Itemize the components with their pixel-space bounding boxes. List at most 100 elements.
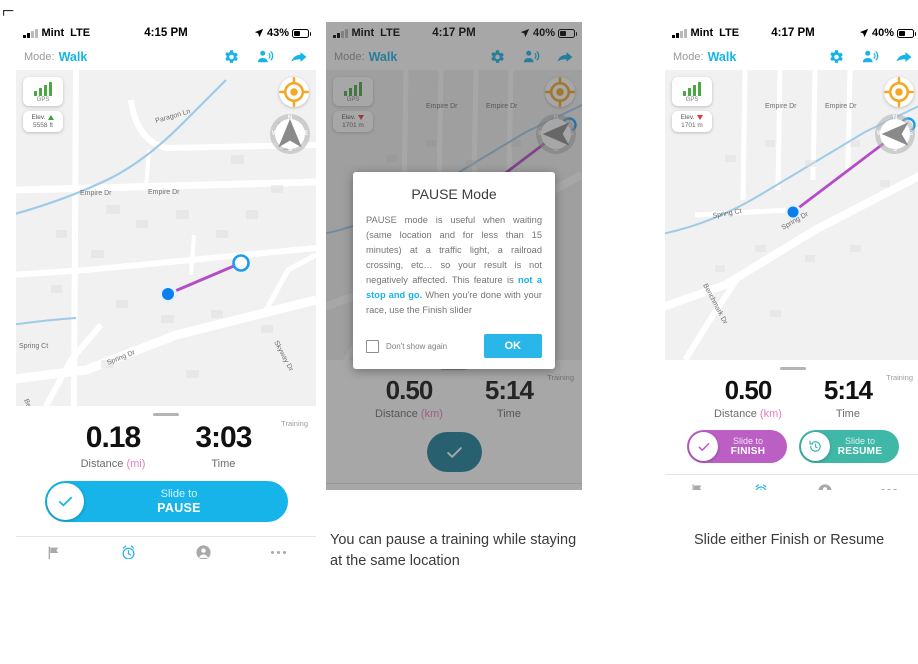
mode-value[interactable]: Walk [58, 50, 88, 64]
gear-icon[interactable] [488, 48, 506, 66]
finish-slider-knob[interactable] [689, 432, 718, 461]
voice-announce-icon[interactable] [256, 48, 274, 66]
mode-label: Mode: [673, 51, 704, 63]
elevation-widget: Elev. 1701 m [672, 111, 712, 132]
gear-icon[interactable] [827, 48, 845, 66]
mode-value[interactable]: Walk [368, 50, 398, 64]
mode-header: Mode: Walk [326, 44, 582, 70]
battery-icon [558, 28, 577, 38]
locate-me-button[interactable] [279, 77, 309, 107]
network-type: LTE [70, 27, 91, 39]
caption-phone-2: You can pause a training while staying a… [330, 532, 577, 570]
resume-slider-knob[interactable] [801, 432, 830, 461]
crosshair-icon [545, 77, 575, 107]
compass-east-label: E [908, 131, 913, 137]
share-icon[interactable] [290, 48, 308, 66]
compass-north-label: N [553, 115, 559, 121]
slider-knob[interactable] [46, 483, 84, 520]
tab-bar: Races Training Me More [16, 536, 316, 559]
tab-more[interactable]: More [241, 543, 316, 559]
status-time: 4:17 PM [432, 27, 476, 39]
dont-show-again-checkbox[interactable] [366, 339, 379, 353]
time-label: Time [835, 408, 860, 420]
dialog-title: PAUSE Mode [411, 186, 497, 202]
dialog-ok-button[interactable]: OK [483, 334, 542, 359]
gps-label: GPS [36, 97, 50, 103]
compass-south-label: S [287, 147, 293, 153]
map-view[interactable]: Empire Dr Empire Dr Spring Ct Spring Dr … [665, 70, 918, 360]
tab-bar: Races Training Me More [665, 474, 918, 490]
compass-control[interactable]: N E S W [875, 114, 915, 154]
distance-label-text: Distance [714, 408, 757, 420]
compass-north-label: N [892, 115, 898, 121]
distance-unit: (km) [759, 408, 782, 420]
gps-widget: GPS [672, 77, 712, 106]
status-time: 4:15 PM [144, 27, 188, 39]
distance-value: 0.50 [385, 375, 434, 405]
gps-signal-icon [674, 80, 710, 96]
street-label: Empire Dr [765, 103, 797, 110]
map-widgets: GPS Elev. 1701 m [333, 77, 373, 137]
flag-icon [48, 545, 58, 559]
locate-me-button[interactable] [545, 77, 575, 107]
elevation-value: 1701 m [342, 122, 364, 129]
tab-races[interactable]: Races [16, 543, 91, 559]
carrier-name: Mint [41, 27, 65, 39]
battery-percent: 43% [266, 27, 289, 39]
elevation-down-arrow-icon [358, 115, 365, 120]
carrier-name: Mint [690, 27, 714, 39]
phone-screen-1: Mint LTE 4:15 PM 43% Mode: Walk [16, 22, 316, 559]
training-tag: Training [547, 373, 574, 382]
slide-to-resume-slider[interactable]: Slide to RESUME [799, 430, 899, 463]
elevation-widget: Elev. 1701 m [333, 111, 373, 132]
compass-control[interactable]: N E S W [270, 114, 310, 154]
battery-percent: 40% [871, 27, 894, 39]
tab-more[interactable]: More [857, 481, 918, 490]
street-label: Spring Ct [19, 343, 48, 350]
map-view[interactable]: Paragon Ln Empire Dr Empire Dr Spring Dr… [16, 70, 316, 406]
caption-phone-3: Slide either Finish or Resume [694, 532, 885, 548]
slide-to-pause-slider[interactable]: Slide to PAUSE [44, 481, 288, 522]
tab-training[interactable]: Training [729, 481, 793, 490]
locate-me-button[interactable] [884, 77, 914, 107]
tab-training[interactable]: Training [91, 543, 166, 559]
alarm-clock-icon [755, 483, 767, 490]
crosshair-icon [884, 77, 914, 107]
tab-bar: Races Training Me More [326, 483, 582, 490]
check-icon [58, 496, 72, 507]
resume-slider-line2: RESUME [837, 445, 883, 457]
voice-announce-icon[interactable] [861, 48, 879, 66]
share-icon[interactable] [556, 48, 574, 66]
tab-races[interactable]: Races [665, 481, 729, 490]
compass-south-label: S [553, 147, 559, 153]
mode-label: Mode: [334, 51, 365, 63]
sheet-drag-handle[interactable] [153, 413, 179, 416]
slide-to-finish-slider[interactable]: Slide to FINISH [687, 430, 787, 463]
compass-arrow-icon [881, 122, 909, 146]
compass-arrow-icon [278, 119, 302, 148]
gps-widget: GPS [23, 77, 63, 106]
distance-unit: (mi) [126, 458, 146, 470]
battery-icon [292, 28, 311, 38]
time-value: 3:03 [195, 421, 252, 454]
voice-announce-icon[interactable] [522, 48, 540, 66]
gear-icon[interactable] [222, 48, 240, 66]
sheet-drag-handle[interactable] [780, 367, 806, 370]
phone-screen-2: Mint LTE 4:17 PM 40% Mode: Walk [326, 22, 582, 490]
street-label: Empire Dr [825, 103, 857, 110]
battery-percent: 40% [532, 27, 555, 39]
distance-value: 0.50 [724, 375, 773, 405]
share-icon[interactable] [895, 48, 913, 66]
pause-confirm-button[interactable] [426, 432, 482, 472]
street-label: Empire Dr [486, 103, 518, 110]
compass-south-label: S [892, 147, 898, 153]
tab-me[interactable]: Me [166, 543, 241, 559]
mode-value[interactable]: Walk [707, 50, 737, 64]
distance-label-text: Distance [80, 458, 124, 470]
network-type: LTE [719, 27, 740, 39]
elevation-label: Elev. [680, 114, 695, 121]
street-label: Empire Dr [148, 189, 180, 196]
compass-control[interactable]: N E S W [536, 114, 576, 154]
tab-me[interactable]: Me [793, 481, 857, 490]
